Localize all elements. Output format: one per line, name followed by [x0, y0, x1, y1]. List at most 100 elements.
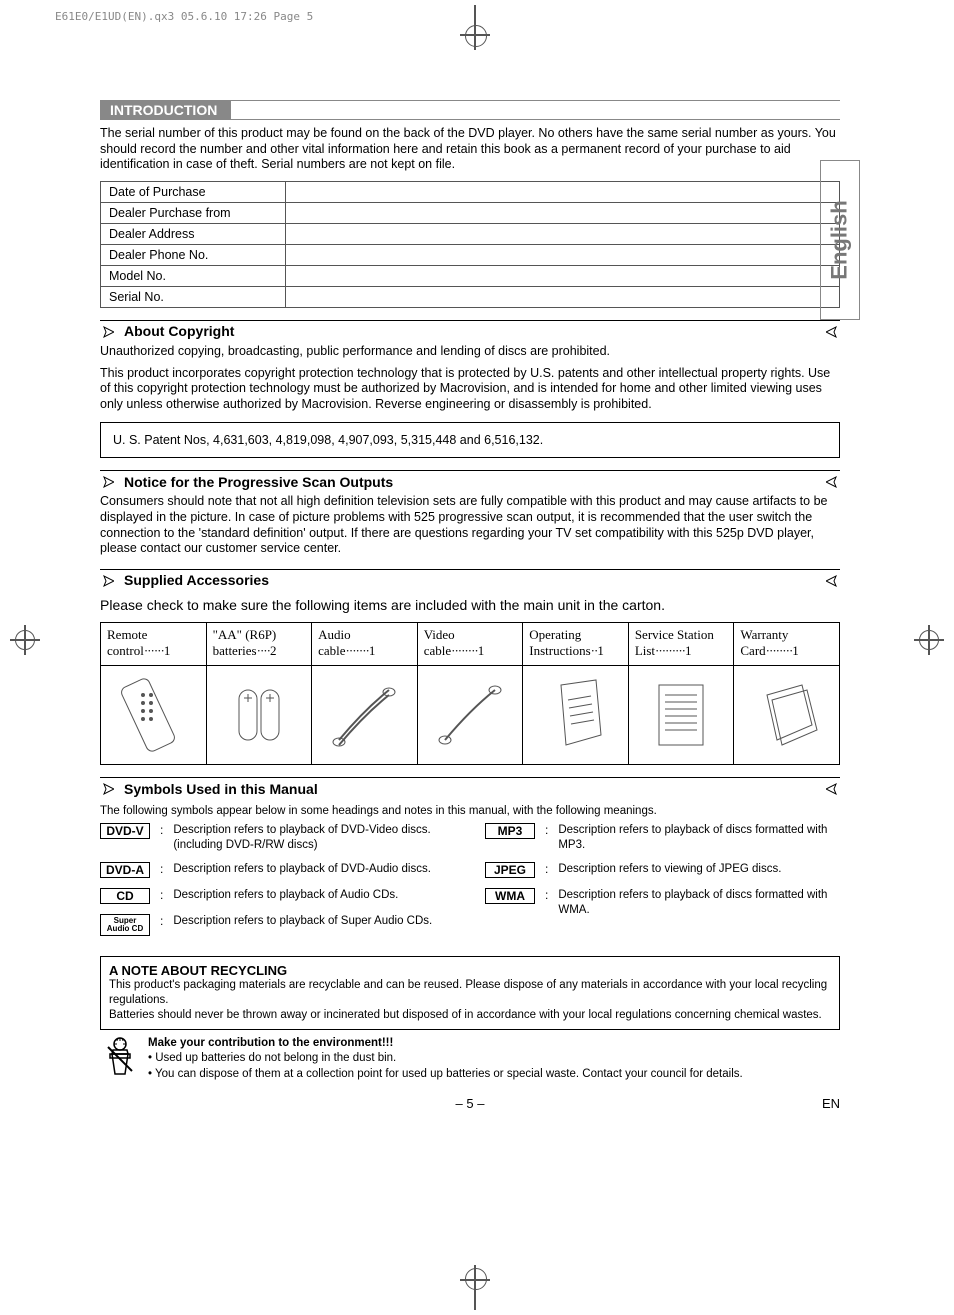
info-value	[286, 244, 840, 265]
symbol-desc: Description refers to playback of DVD-Vi…	[173, 823, 455, 852]
diamond-right-icon	[826, 782, 840, 796]
symbol-desc: Description refers to playback of discs …	[558, 823, 840, 852]
table-row: Date of Purchase	[101, 181, 840, 202]
copyright-p2: This product incorporates copyright prot…	[100, 366, 840, 413]
symbol-badge: WMA	[485, 888, 535, 904]
symbols-heading: Symbols Used in this Manual	[100, 777, 840, 799]
info-label: Model No.	[101, 265, 286, 286]
contribution-row: Make your contribution to the environmen…	[100, 1036, 840, 1083]
accessories-table: Remotecontrol······1"AA" (R6P)batteries·…	[100, 622, 840, 765]
info-label: Date of Purchase	[101, 181, 286, 202]
language-tab: English	[820, 160, 860, 320]
heading-label: Supplied Accessories	[124, 572, 269, 588]
accessory-label: Videocable········1	[417, 623, 523, 666]
diamond-right-icon	[826, 574, 840, 588]
accessory-image	[523, 666, 629, 765]
symbol-badge: DVD-A	[100, 862, 150, 878]
progressive-p: Consumers should note that not all high …	[100, 494, 840, 557]
symbol-desc: Description refers to playback of Super …	[173, 914, 432, 928]
heading-label: Symbols Used in this Manual	[124, 781, 318, 797]
accessory-label: "AA" (R6P)batteries····2	[206, 623, 312, 666]
diamond-left-icon	[100, 782, 114, 796]
colon: :	[160, 862, 163, 876]
section-title: INTRODUCTION	[100, 101, 231, 119]
colon: :	[160, 888, 163, 902]
diamond-right-icon	[826, 475, 840, 489]
about-copyright-heading: About Copyright	[100, 320, 840, 342]
info-value	[286, 286, 840, 307]
recycling-title: A NOTE ABOUT RECYCLING	[109, 963, 831, 978]
heading-label: Notice for the Progressive Scan Outputs	[124, 474, 393, 490]
purchase-info-table: Date of PurchaseDealer Purchase fromDeal…	[100, 181, 840, 308]
diamond-left-icon	[100, 475, 114, 489]
print-header: E61E0/E1UD(EN).qx3 05.6.10 17:26 Page 5	[55, 10, 313, 23]
accessory-image	[417, 666, 523, 765]
language-tab-label: English	[827, 200, 853, 279]
recycle-bin-icon	[100, 1036, 140, 1083]
table-row: Dealer Address	[101, 223, 840, 244]
copyright-p1: Unauthorized copying, broadcasting, publ…	[100, 344, 840, 360]
info-value	[286, 265, 840, 286]
contribution-text: Make your contribution to the environmen…	[148, 1036, 743, 1083]
info-value	[286, 181, 840, 202]
symbol-row: DVD-V:Description refers to playback of …	[100, 823, 455, 852]
contribution-b2: • You can dispose of them at a collectio…	[148, 1067, 743, 1083]
page-footer: – 5 – EN	[100, 1096, 840, 1116]
symbol-desc: Description refers to playback of Audio …	[173, 888, 398, 902]
recycling-p1: This product's packaging materials are r…	[109, 978, 831, 1008]
recycling-box: A NOTE ABOUT RECYCLING This product's pa…	[100, 956, 840, 1030]
crop-mark-left	[10, 625, 40, 655]
heading-label: About Copyright	[124, 323, 234, 339]
recycling-p2: Batteries should never be thrown away or…	[109, 1008, 831, 1023]
accessory-label: WarrantyCard········1	[734, 623, 840, 666]
symbols-intro: The following symbols appear below in so…	[100, 805, 840, 817]
symbols-grid: DVD-V:Description refers to playback of …	[100, 823, 840, 946]
info-label: Serial No.	[101, 286, 286, 307]
info-value	[286, 223, 840, 244]
accessory-label: Service StationList·········1	[628, 623, 734, 666]
colon: :	[545, 862, 548, 876]
symbol-desc: Description refers to playback of DVD-Au…	[173, 862, 431, 876]
page-number: – 5 –	[456, 1096, 485, 1111]
accessory-label: Audiocable·······1	[312, 623, 418, 666]
page-content: English INTRODUCTION The serial number o…	[100, 100, 840, 1116]
symbol-row: WMA: Description refers to playback of di…	[485, 888, 840, 917]
diamond-right-icon	[826, 325, 840, 339]
symbol-row: CD: Description refers to playback of Aud…	[100, 888, 455, 904]
symbol-row: MP3: Description refers to playback of di…	[485, 823, 840, 852]
symbol-desc: Description refers to playback of discs …	[558, 888, 840, 917]
crop-mark-bottom	[460, 1280, 490, 1310]
colon: :	[545, 823, 548, 837]
accessory-image	[312, 666, 418, 765]
symbol-badge: CD	[100, 888, 150, 904]
accessories-intro: Please check to make sure the following …	[100, 597, 840, 615]
table-row: Dealer Phone No.	[101, 244, 840, 265]
contribution-b1: • Used up batteries do not belong in the…	[148, 1051, 743, 1067]
symbol-row: DVD-A: Description refers to playback of …	[100, 862, 455, 878]
page-lang: EN	[822, 1096, 840, 1116]
accessory-image	[734, 666, 840, 765]
info-value	[286, 202, 840, 223]
symbol-badge: MP3	[485, 823, 535, 839]
colon: :	[160, 914, 163, 928]
accessory-image	[101, 666, 207, 765]
symbol-row: JPEG: Description refers to viewing of JP…	[485, 862, 840, 878]
accessory-image	[206, 666, 312, 765]
contribution-title: Make your contribution to the environmen…	[148, 1036, 743, 1052]
crop-mark-top	[460, 5, 490, 35]
symbol-desc: Description refers to viewing of JPEG di…	[558, 862, 781, 876]
symbol-row: SuperAudio CD: Description refers to play…	[100, 914, 455, 936]
symbol-badge: JPEG	[485, 862, 535, 878]
table-row: Dealer Purchase from	[101, 202, 840, 223]
accessories-heading: Supplied Accessories	[100, 569, 840, 591]
table-row: Serial No.	[101, 286, 840, 307]
progressive-heading: Notice for the Progressive Scan Outputs	[100, 470, 840, 492]
symbol-badge: SuperAudio CD	[100, 914, 150, 936]
colon: :	[545, 888, 548, 902]
intro-paragraph: The serial number of this product may be…	[100, 126, 840, 173]
patent-box: U. S. Patent Nos, 4,631,603, 4,819,098, …	[100, 422, 840, 458]
crop-mark-right	[914, 625, 944, 655]
colon: :	[160, 823, 163, 837]
accessory-label: Remotecontrol······1	[101, 623, 207, 666]
diamond-left-icon	[100, 574, 114, 588]
